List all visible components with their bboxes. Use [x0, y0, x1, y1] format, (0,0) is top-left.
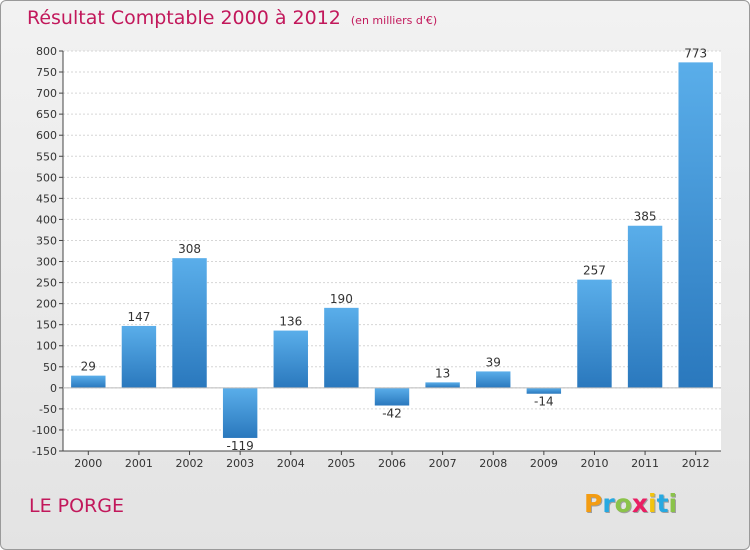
data-label-2009: -14 [534, 395, 554, 409]
y-tick-label: 800 [36, 45, 57, 58]
x-tick-label: 2000 [74, 457, 102, 470]
chart-title: Résultat Comptable 2000 à 2012 (en millie… [27, 7, 437, 29]
y-tick-label: 50 [43, 361, 57, 374]
logo-letter: i [648, 489, 657, 518]
y-tick-label: -50 [39, 403, 57, 416]
data-label-2010: 257 [583, 264, 606, 278]
bar-2000 [71, 375, 106, 388]
y-tick-label: 150 [36, 319, 57, 332]
y-tick-label: 600 [36, 129, 57, 142]
y-tick-label: 750 [36, 66, 57, 79]
y-tick-label: 350 [36, 234, 57, 247]
logo-letter: x [631, 489, 648, 518]
x-tick-label: 2010 [580, 457, 608, 470]
data-label-2006: -42 [382, 407, 402, 421]
y-tick-label: 450 [36, 192, 57, 205]
y-tick-label: 400 [36, 213, 57, 226]
chart-subtitle: (en milliers d'€) [350, 14, 438, 27]
bar-2009 [526, 387, 562, 394]
bar-2003 [222, 387, 258, 438]
y-tick-label: 500 [36, 171, 57, 184]
y-tick-label: 250 [36, 277, 57, 290]
chart-title-text: Résultat Comptable 2000 à 2012 [27, 7, 341, 29]
data-label-2008: 39 [486, 355, 501, 369]
y-tick-label: 300 [36, 256, 57, 269]
y-tick-label: 700 [36, 87, 57, 100]
proxiti-logo: Proxiti [584, 489, 677, 518]
data-label-2012: 773 [684, 46, 707, 60]
y-tick-label: 100 [36, 340, 57, 353]
logo-letter: o [614, 489, 632, 518]
data-label-2000: 29 [81, 360, 96, 374]
x-tick-label: 2011 [631, 457, 659, 470]
x-tick-label: 2002 [176, 457, 204, 470]
logo-letter: r [602, 489, 615, 518]
y-tick-label: 0 [50, 382, 57, 395]
bar-2006 [374, 387, 410, 406]
x-tick-label: 2009 [530, 457, 558, 470]
y-tick-label: 650 [36, 108, 57, 121]
bar-2010 [577, 279, 612, 388]
x-tick-label: 2001 [125, 457, 153, 470]
bar-2001 [121, 325, 157, 388]
logo-letter: P [584, 489, 603, 518]
logo-letter: i [668, 489, 678, 518]
y-tick-label: -100 [32, 424, 57, 437]
x-tick-label: 2006 [378, 457, 406, 470]
y-tick-label: -150 [32, 445, 57, 458]
bar-2002 [172, 258, 207, 388]
bar-2008 [476, 371, 511, 388]
x-tick-label: 2007 [429, 457, 457, 470]
data-label-2007: 13 [435, 366, 450, 380]
bar-2007 [425, 382, 460, 388]
data-label-2011: 385 [634, 210, 657, 224]
bar-2004 [273, 330, 308, 388]
commune-name: LE PORGE [29, 495, 124, 517]
data-label-2002: 308 [178, 242, 201, 256]
y-tick-label: 200 [36, 298, 57, 311]
data-label-2004: 136 [279, 315, 302, 329]
x-tick-label: 2003 [226, 457, 254, 470]
x-tick-label: 2012 [682, 457, 710, 470]
bar-2012 [678, 62, 713, 388]
x-tick-label: 2005 [327, 457, 355, 470]
data-label-2003: -119 [227, 439, 254, 453]
bar-2011 [627, 225, 663, 388]
x-tick-label: 2008 [479, 457, 507, 470]
x-tick-label: 2004 [277, 457, 305, 470]
logo-letter: t [656, 489, 669, 518]
bar-2005 [324, 307, 359, 388]
data-label-2005: 190 [330, 292, 353, 306]
data-label-2001: 147 [127, 310, 150, 324]
y-tick-label: 550 [36, 150, 57, 163]
